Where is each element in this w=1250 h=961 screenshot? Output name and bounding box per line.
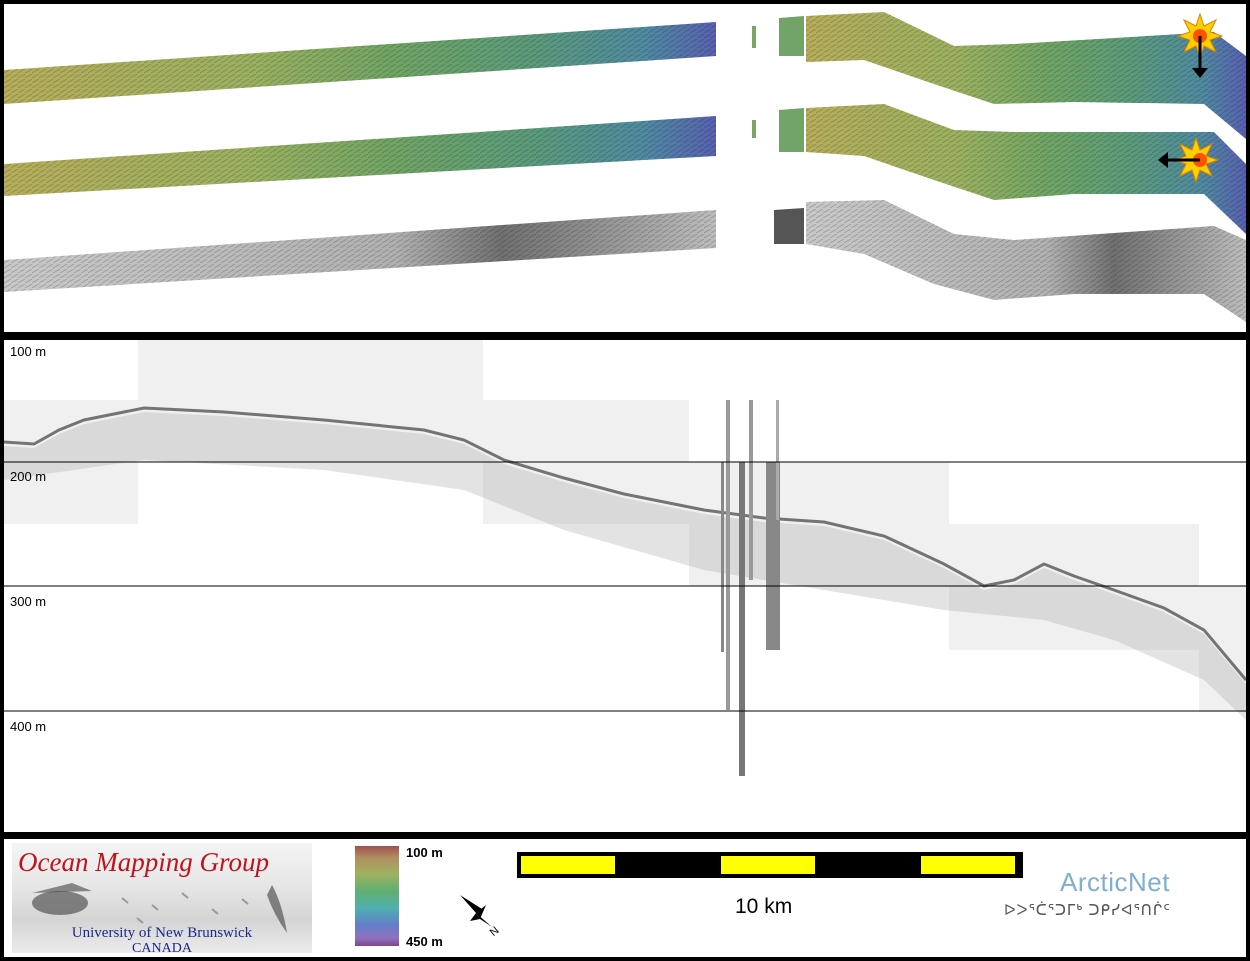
scale-bar	[517, 852, 1023, 878]
ogm-title: Ocean Mapping Group	[18, 847, 269, 877]
depth-profile-panel: 100 m 200 m 300 m 400 m	[4, 340, 1246, 832]
survey-strips-svg	[4, 12, 1246, 322]
depth-label-300m: 300 m	[10, 594, 47, 609]
arcticnet-logo: ArcticNet	[1060, 867, 1170, 897]
scale-bar-segment	[921, 856, 1015, 874]
scale-bar-label: 10 km	[735, 895, 793, 918]
bathymetry-strip-north-illumination	[4, 12, 1246, 139]
ogm-country: CANADA	[132, 941, 192, 953]
ocean-mapping-group-logo: Ocean Mapping Group University of New Br…	[12, 843, 312, 953]
depth-profile-svg	[4, 340, 1246, 776]
seabed-logo-art	[32, 883, 287, 933]
scale-bar-segment	[721, 856, 815, 874]
scale-bar-segment	[521, 856, 615, 874]
depth-colorbar	[355, 846, 399, 946]
arcticnet-syllabics: ᐅᐳᕐᑖᕐᑐᒥᒃ ᑐᑭᓯᐊᕐᑎᒌᑦ	[1004, 902, 1171, 919]
backscatter-strip	[4, 200, 1246, 322]
ogm-university: University of New Brunswick	[71, 925, 253, 941]
compass-icon: N	[460, 895, 502, 939]
colorbar-bottom-label: 450 m	[406, 934, 443, 949]
bathymetry-strip-east-illumination	[4, 104, 1246, 234]
survey-strips-panel	[4, 4, 1246, 332]
colorbar-top-label: 100 m	[406, 845, 443, 860]
depth-label-100m: 100 m	[10, 344, 47, 359]
depth-label-400m: 400 m	[10, 719, 47, 734]
arrow-left-icon	[1158, 152, 1200, 168]
compass-north-label: N	[488, 925, 502, 939]
arrow-down-icon	[1192, 36, 1208, 78]
footer-legend-panel: Ocean Mapping Group University of New Br…	[4, 839, 1246, 957]
depth-label-200m: 200 m	[10, 469, 47, 484]
